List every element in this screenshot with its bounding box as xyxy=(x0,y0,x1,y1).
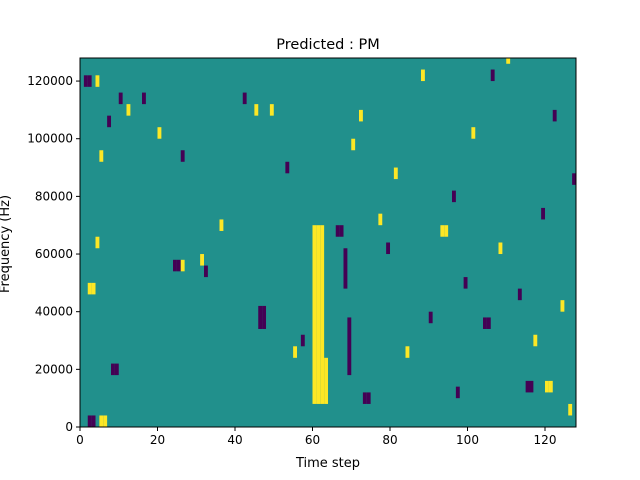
y-axis-label: Frequency (Hz) xyxy=(0,195,13,293)
heatmap-cell xyxy=(103,415,108,427)
x-tick-label: 20 xyxy=(150,433,165,447)
heatmap-cell xyxy=(320,225,325,404)
y-tick-label: 20000 xyxy=(35,362,73,376)
heatmap-cell xyxy=(87,282,92,295)
x-tick-label: 100 xyxy=(456,433,479,447)
x-tick-label: 40 xyxy=(227,433,242,447)
heatmap-cell xyxy=(258,305,263,329)
x-axis-label: Time step xyxy=(295,456,360,471)
heatmap-cell xyxy=(444,225,449,237)
heatmap-cell xyxy=(91,415,96,427)
heatmap-cell xyxy=(362,392,367,404)
heatmap-cell xyxy=(107,115,112,128)
y-tick-label: 80000 xyxy=(35,189,73,203)
heatmap-cell xyxy=(316,225,321,404)
heatmap-cell xyxy=(87,75,92,87)
heatmap-cell xyxy=(285,161,290,174)
heatmap-cell xyxy=(312,225,317,404)
heatmap-cell xyxy=(339,225,344,237)
heatmap-cell xyxy=(99,150,104,162)
x-tick-label: 80 xyxy=(382,433,397,447)
heatmap-cell xyxy=(541,207,546,220)
heatmap-cell xyxy=(200,254,205,266)
heatmap-cell xyxy=(114,363,119,376)
heatmap-cell xyxy=(455,386,460,399)
heatmap-cell xyxy=(393,167,398,180)
heatmap-cell xyxy=(506,58,511,64)
heatmap-cell xyxy=(483,317,487,329)
heatmap-cell xyxy=(293,346,298,358)
heatmap-cell xyxy=(142,92,146,105)
heatmap-cell xyxy=(560,300,565,312)
heatmap-cell xyxy=(490,69,495,82)
heatmap-cell xyxy=(173,259,177,272)
heatmap-cell xyxy=(498,242,503,255)
x-axis: 0 20 40 60 80 100 120 xyxy=(76,427,556,447)
heatmap-cell xyxy=(157,127,162,139)
heatmap-cell xyxy=(126,104,131,116)
heatmap-cell xyxy=(351,138,356,151)
heatmap-cell xyxy=(111,363,115,376)
heatmap-cell xyxy=(335,225,340,237)
heatmap-cell xyxy=(529,380,534,393)
heatmap-cell xyxy=(99,415,104,427)
y-tick-label: 100000 xyxy=(27,132,73,146)
heatmap-cell xyxy=(386,242,391,255)
heatmap-cell xyxy=(324,357,329,404)
heatmap-cell xyxy=(176,259,181,272)
heatmap-cell xyxy=(347,317,352,376)
heatmap-cell xyxy=(548,380,553,393)
heatmap-cell xyxy=(366,392,371,404)
heatmap-cell xyxy=(517,288,522,301)
y-axis: 0 20000 40000 60000 80000 100000 120000 xyxy=(27,74,80,434)
heatmap-cell xyxy=(242,92,247,105)
heatmap-cell xyxy=(91,282,96,295)
heatmap-cell xyxy=(440,225,445,237)
heatmap-cell xyxy=(471,127,476,139)
y-tick-label: 0 xyxy=(65,420,73,434)
heatmap-cell xyxy=(486,317,491,329)
heatmap-cell xyxy=(552,109,557,122)
heatmap-cell xyxy=(204,265,208,278)
heatmap-cell xyxy=(262,305,267,329)
heatmap-cell xyxy=(359,109,363,122)
chart-title: Predicted : PM xyxy=(276,37,379,53)
x-tick-label: 60 xyxy=(305,433,320,447)
heatmap-cell xyxy=(378,213,383,226)
heatmap-cell xyxy=(568,403,573,416)
heatmap-cell xyxy=(95,236,100,249)
x-tick-label: 0 xyxy=(76,433,84,447)
heatmap-cell xyxy=(452,190,456,203)
heatmap-cells xyxy=(83,58,577,427)
heatmap-cell xyxy=(300,334,305,347)
y-tick-label: 120000 xyxy=(27,74,73,88)
heatmap-cell xyxy=(421,69,425,82)
heatmap-cell xyxy=(269,104,274,116)
heatmap-cell xyxy=(525,380,530,393)
x-tick-label: 120 xyxy=(534,433,557,447)
heatmap-cell xyxy=(463,277,468,289)
heatmap-cell xyxy=(180,150,185,162)
y-tick-label: 40000 xyxy=(35,305,73,319)
plot-area xyxy=(79,57,577,428)
heatmap-cell xyxy=(343,248,348,289)
heatmap-cell xyxy=(180,259,185,272)
heatmap-cell xyxy=(405,346,410,358)
heatmap-cell xyxy=(219,219,224,231)
heatmap-cell xyxy=(118,92,123,105)
heatmap-cell xyxy=(87,415,92,427)
plot-frame xyxy=(79,57,577,428)
heatmap-cell xyxy=(572,173,577,185)
heatmap-cell xyxy=(83,75,88,87)
heatmap-cell xyxy=(533,334,538,347)
heatmap-cell xyxy=(254,104,259,116)
heatmap-cell xyxy=(95,75,100,87)
heatmap-cell xyxy=(428,311,433,324)
y-tick-label: 60000 xyxy=(35,247,73,261)
heatmap-cell xyxy=(545,380,549,393)
